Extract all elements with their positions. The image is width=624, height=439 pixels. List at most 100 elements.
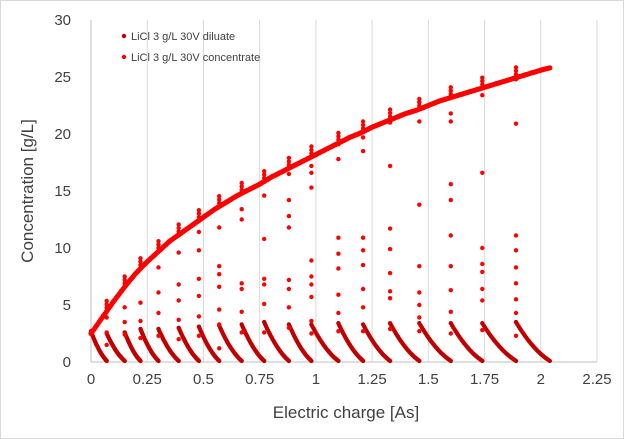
concentrate-point: [513, 68, 519, 74]
x-tick-label: 0.75: [245, 371, 274, 388]
concentrate-point: [448, 91, 453, 97]
concentrate-point: [122, 274, 127, 279]
concentrate-point: [387, 110, 393, 116]
concentrate-point: [262, 330, 267, 335]
concentrate-point: [309, 318, 314, 324]
concentrate-point: [286, 171, 292, 177]
x-tick-label: 1.25: [358, 371, 387, 388]
concentrate-point: [480, 269, 485, 275]
concentrate-point: [104, 342, 109, 348]
concentrate-point: [448, 197, 453, 203]
legend-marker-concentrate: [121, 54, 127, 60]
x-tick-label: 2.25: [582, 371, 611, 388]
concentrate-point: [262, 169, 267, 174]
concentrate-point: [513, 333, 519, 338]
concentrate-point: [387, 289, 393, 294]
concentrate-point: [417, 315, 422, 320]
concentrate-point: [262, 301, 267, 307]
concentrate-point: [309, 331, 314, 336]
concentrate-point: [122, 305, 127, 310]
x-tick-label: 1.5: [418, 371, 439, 388]
concentrate-point: [176, 282, 181, 287]
x-tick-label: 2: [537, 371, 545, 388]
concentrate-point: [309, 144, 314, 149]
concentrate-point: [286, 155, 292, 161]
concentrate-point: [138, 256, 143, 261]
concentrate-point: [480, 93, 485, 98]
diluate-point: [336, 358, 341, 364]
concentrate-point: [513, 72, 519, 77]
concentrate-point: [239, 281, 244, 286]
gridlines: [146, 20, 598, 362]
concentrate-point: [176, 222, 181, 227]
concentrate-point: [480, 75, 485, 80]
concentrate-point: [196, 314, 202, 319]
concentrate-point: [217, 194, 222, 199]
concentrate-point: [360, 262, 366, 268]
concentrate-point: [286, 197, 292, 203]
concentrate-point: [286, 159, 292, 164]
concentrate-point: [360, 126, 366, 131]
concentrate-point: [448, 331, 453, 336]
concentrate-point: [262, 276, 267, 281]
concentrate-point: [239, 180, 244, 186]
concentrate-point: [156, 310, 161, 316]
concentrate-point: [262, 193, 267, 198]
y-tick-label: 5: [63, 297, 71, 314]
diluate-point: [156, 358, 161, 364]
concentrate-point: [138, 300, 143, 305]
concentrate-point: [156, 245, 161, 251]
concentrate-point: [417, 302, 422, 308]
concentrate-point: [309, 151, 314, 156]
concentrate-point: [176, 225, 181, 231]
concentrate-point: [104, 302, 109, 307]
concentrate-point: [122, 281, 127, 286]
concentrate-point: [336, 235, 341, 240]
concentrate-point: [360, 148, 366, 154]
concentrate-point: [417, 290, 422, 295]
concentrate-point: [239, 309, 244, 314]
concentrate-point: [336, 130, 341, 136]
y-tick-label: 25: [54, 69, 71, 86]
concentrate-point: [286, 305, 292, 310]
diluate-point: [217, 358, 222, 364]
concentrate-point: [262, 236, 267, 242]
concentrate-point: [309, 258, 314, 263]
concentrate-point: [513, 121, 519, 126]
concentrate-point: [417, 96, 422, 102]
concentrate-point: [104, 298, 109, 304]
concentrate-point: [448, 111, 453, 116]
diluate-point: [480, 358, 485, 364]
concentrate-point: [262, 175, 267, 181]
concentrate-point: [417, 329, 422, 334]
concentrate-point: [176, 298, 181, 303]
concentrate-point: [156, 239, 161, 244]
concentrate-point: [448, 182, 453, 187]
concentrate-point: [513, 65, 519, 70]
concentrate-point: [156, 242, 161, 247]
concentrate-point: [360, 286, 366, 292]
concentrate-point: [286, 325, 292, 330]
concentrate-point: [262, 172, 267, 177]
concentrate-point: [217, 284, 222, 289]
concentrate-point: [286, 213, 292, 219]
concentrate-point: [513, 233, 519, 238]
diluate-point: [196, 358, 202, 364]
diluate-point: [417, 358, 422, 364]
concentrate-point: [480, 245, 485, 251]
concentrate-point: [360, 305, 366, 310]
legend-marker-diluate: [121, 33, 127, 39]
concentrate-point: [309, 274, 314, 279]
concentrate-point: [138, 335, 143, 341]
concentrate-point: [309, 282, 314, 287]
concentrate-point: [217, 200, 222, 206]
concentrate-point: [239, 207, 244, 212]
concentrate-point: [448, 85, 453, 90]
concentrate-point: [336, 137, 341, 142]
concentrate-point: [176, 229, 181, 234]
legend-label-diluate: LiCl 3 g/L 30V diluate: [131, 31, 235, 43]
concentrate-point: [417, 99, 422, 105]
concentrate-point: [387, 296, 393, 301]
concentrate-point: [239, 184, 244, 189]
concentrate-point: [448, 264, 453, 269]
